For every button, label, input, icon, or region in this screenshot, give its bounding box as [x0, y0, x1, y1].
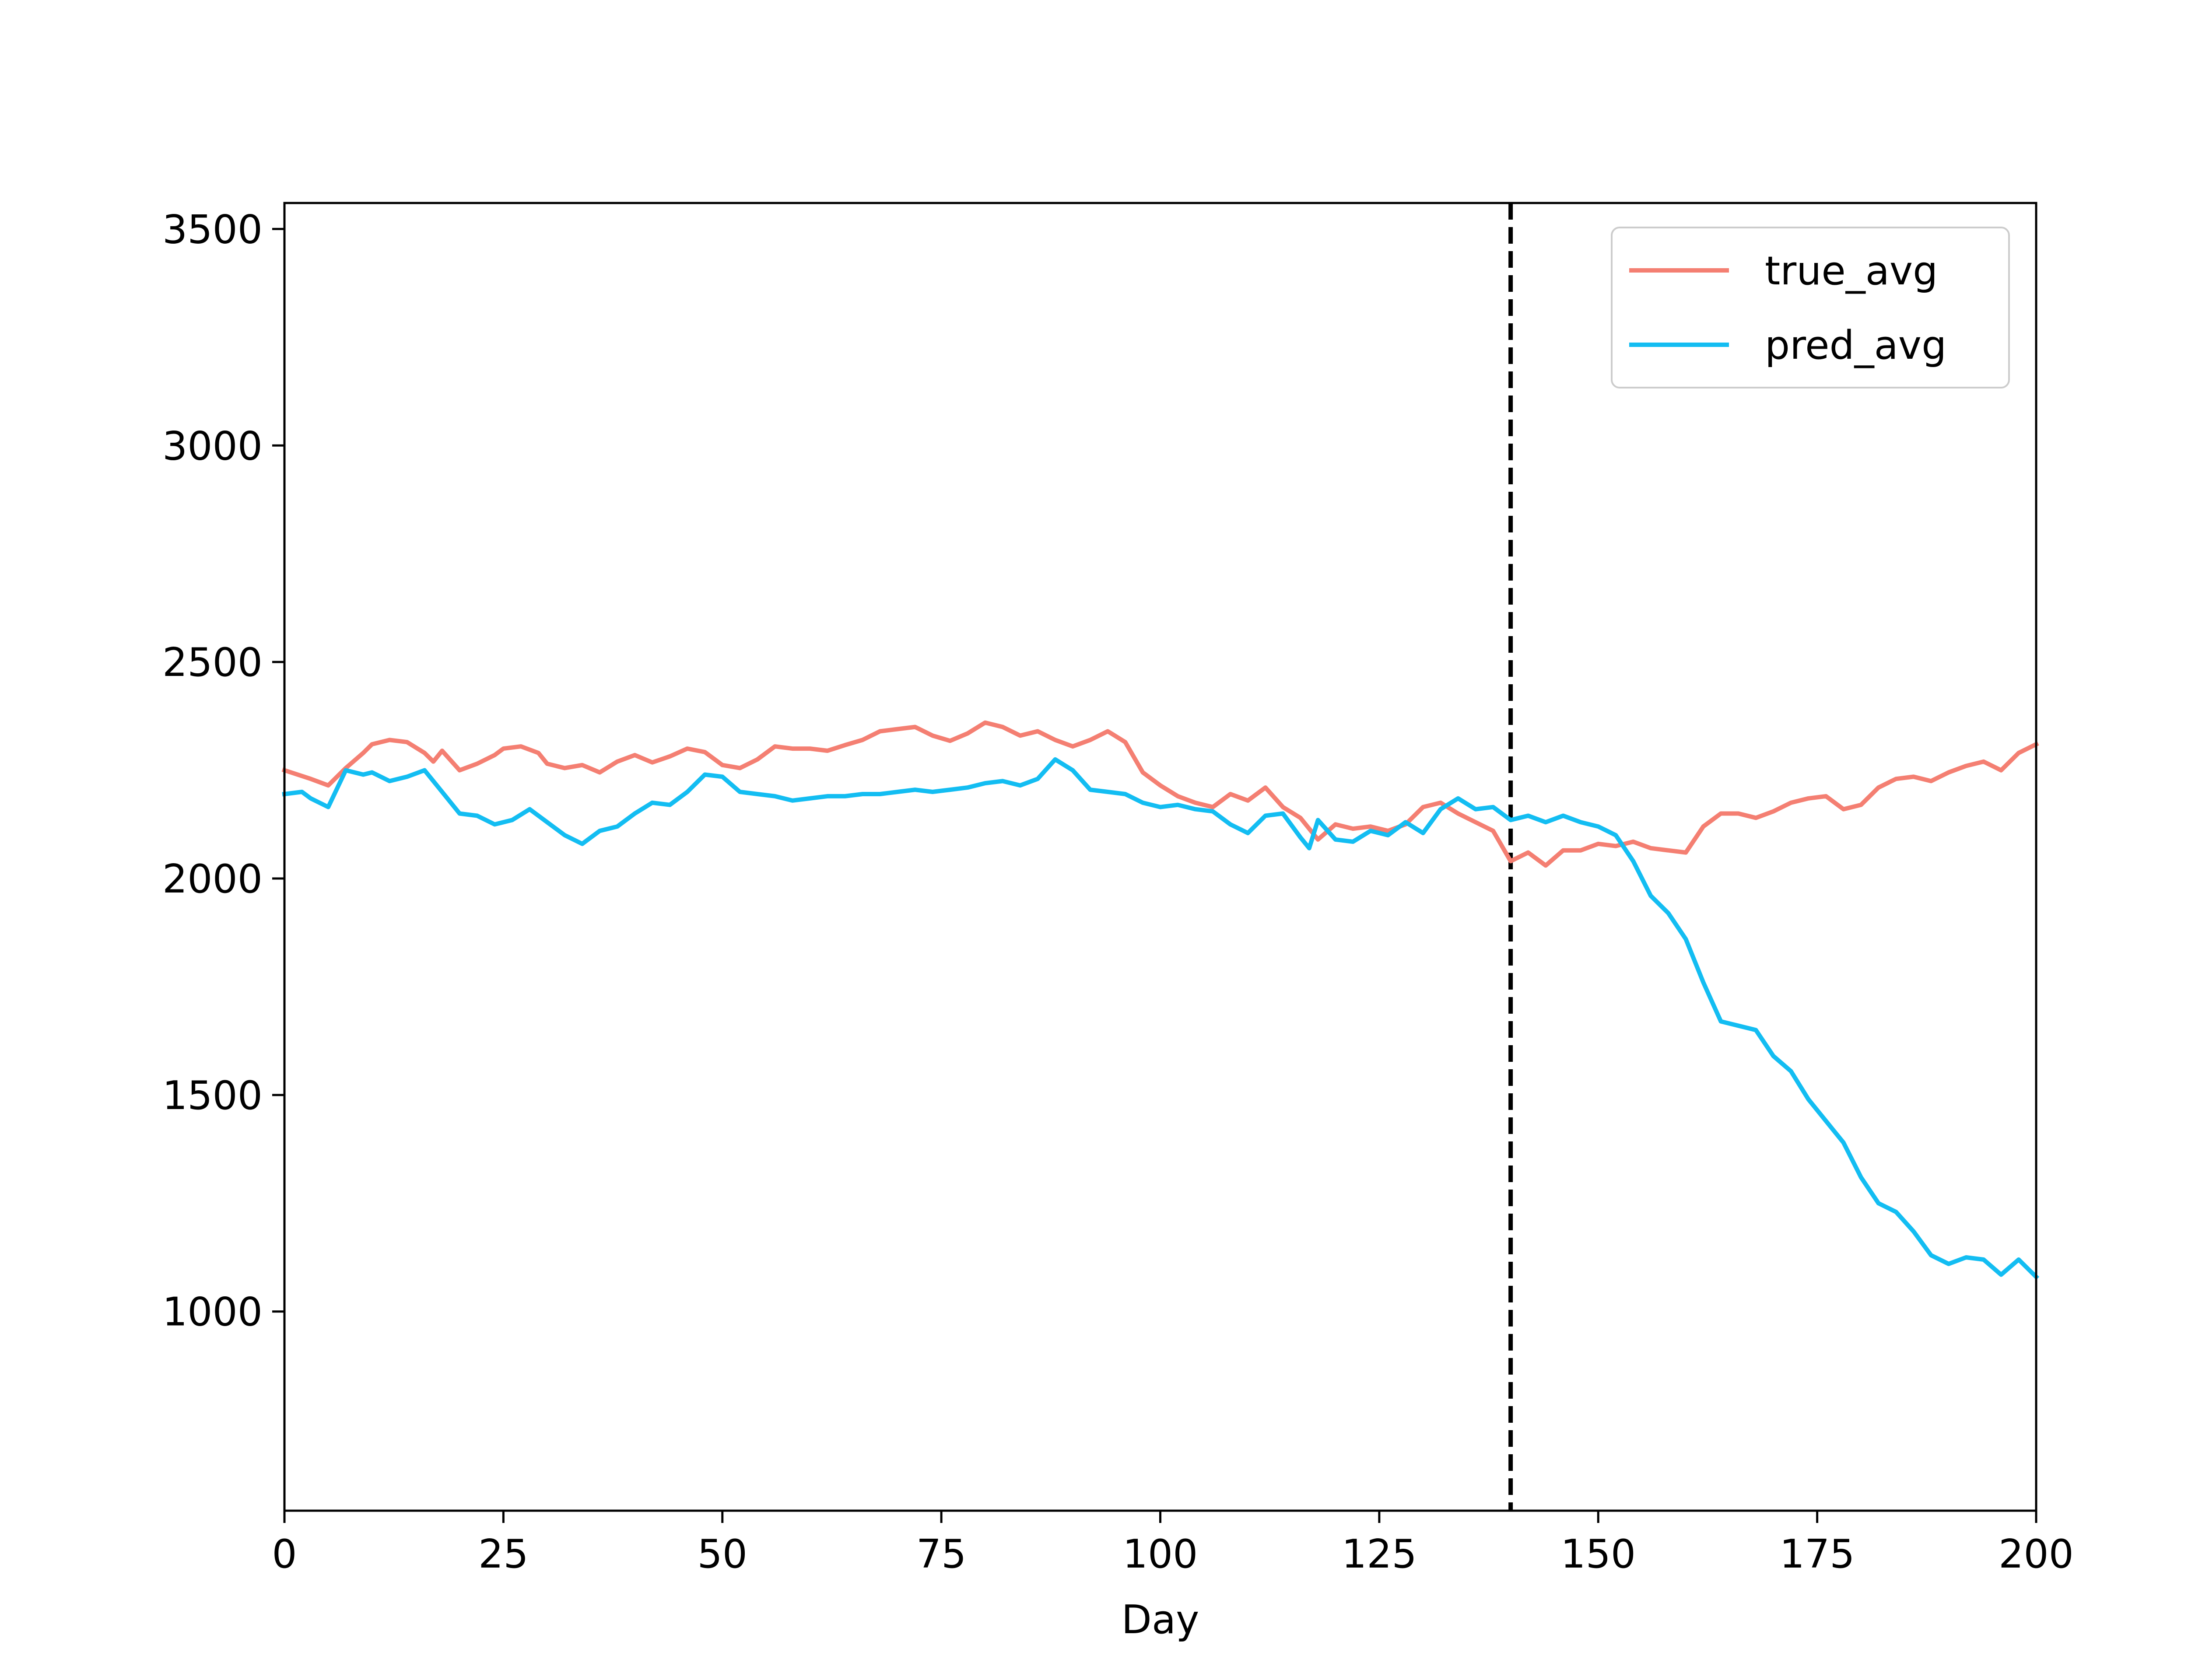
y-tick-label: 2000 — [162, 856, 263, 902]
x-axis-label: Day — [1122, 1597, 1199, 1643]
x-tick-label: 25 — [478, 1531, 529, 1577]
x-tick-label: 0 — [272, 1531, 297, 1577]
legend-box — [1611, 227, 2010, 388]
x-tick-label: 175 — [1780, 1531, 1855, 1577]
legend-label: pred_avg — [1765, 322, 1946, 368]
x-tick-label: 125 — [1342, 1531, 1417, 1577]
series-group — [281, 720, 2040, 1280]
x-tick-label: 50 — [697, 1531, 747, 1577]
y-tick-label: 1500 — [162, 1073, 263, 1119]
y-tick-label: 1000 — [162, 1289, 263, 1335]
y-tick-label: 3000 — [162, 423, 263, 469]
legend-label: true_avg — [1765, 248, 1938, 294]
x-tick-label: 200 — [1999, 1531, 2074, 1577]
y-axis-ticks: 1000 1500 2000 2500 3000 3500 — [162, 206, 284, 1335]
series-line-true-avg — [281, 720, 2039, 868]
legend: true_avg pred_avg — [1611, 227, 2010, 388]
x-tick-label: 100 — [1123, 1531, 1198, 1577]
x-axis-ticks: 0 25 50 75 100 125 150 175 200 — [272, 1511, 2074, 1577]
y-tick-label: 3500 — [162, 206, 263, 252]
x-tick-label: 150 — [1560, 1531, 1636, 1577]
y-tick-label: 2500 — [162, 640, 263, 686]
x-tick-label: 75 — [916, 1531, 967, 1577]
series-line-pred-avg — [282, 757, 2040, 1280]
